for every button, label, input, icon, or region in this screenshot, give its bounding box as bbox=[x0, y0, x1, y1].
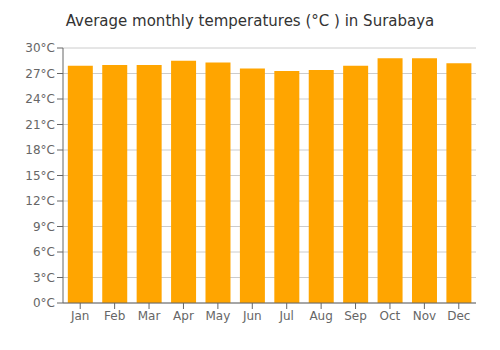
svg-text:Jan: Jan bbox=[70, 309, 90, 323]
svg-text:Nov: Nov bbox=[413, 309, 436, 323]
svg-text:6°C: 6°C bbox=[33, 245, 55, 259]
html-text:Average monthly temperatures (: Average monthly temperatures (°C ) in Su… bbox=[65, 12, 435, 30]
svg-text:Oct: Oct bbox=[380, 309, 401, 323]
svg-text:3°C: 3°C bbox=[33, 271, 55, 285]
svg-text:21°C: 21°C bbox=[25, 118, 55, 132]
svg-text:Dec: Dec bbox=[447, 309, 470, 323]
svg-text:Feb: Feb bbox=[104, 309, 125, 323]
svg-text:0°C: 0°C bbox=[33, 296, 55, 310]
svg-text:Sep: Sep bbox=[344, 309, 367, 323]
svg-text:27°C: 27°C bbox=[25, 67, 55, 81]
svg-text:9°C: 9°C bbox=[33, 220, 55, 234]
svg-text:Jun: Jun bbox=[242, 309, 262, 323]
svg-text:15°C: 15°C bbox=[25, 169, 55, 183]
svg-text:24°C: 24°C bbox=[25, 92, 55, 106]
svg-text:12°C: 12°C bbox=[25, 194, 55, 208]
svg-text:Apr: Apr bbox=[173, 309, 194, 323]
svg-text:30°C: 30°C bbox=[25, 41, 55, 55]
svg-text:Mar: Mar bbox=[138, 309, 161, 323]
svg-text:18°C: 18°C bbox=[25, 143, 55, 157]
svg-text:Aug: Aug bbox=[309, 309, 332, 323]
svg-text:Jul: Jul bbox=[278, 309, 293, 323]
svg-text:May: May bbox=[205, 309, 230, 323]
